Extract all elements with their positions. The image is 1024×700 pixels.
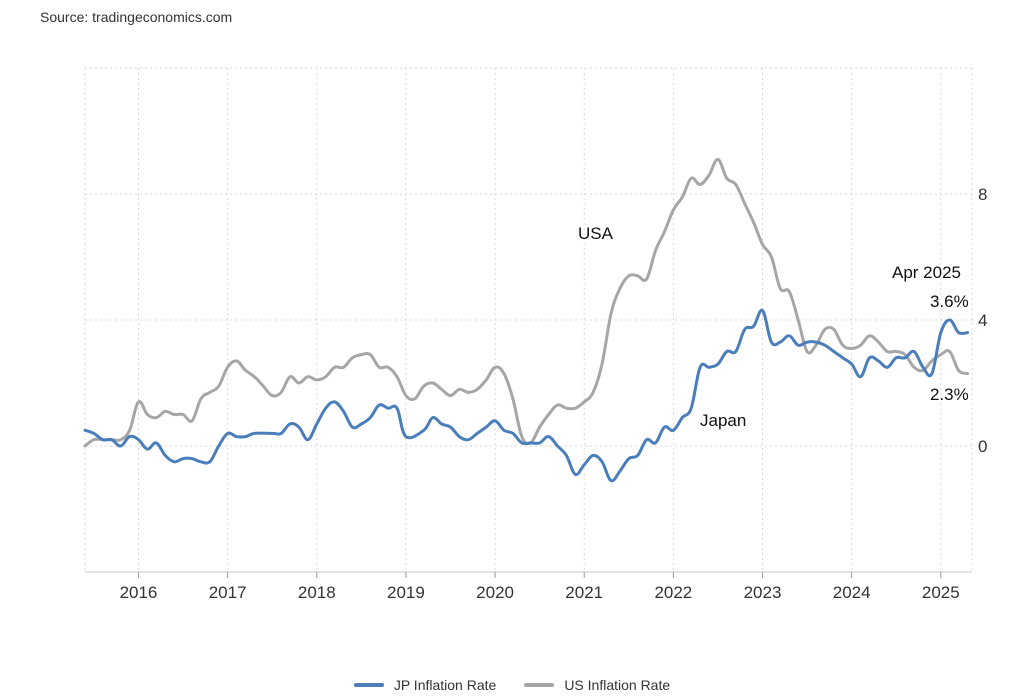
- x-tick-label: 2016: [120, 583, 158, 602]
- x-tick-label: 2025: [922, 583, 960, 602]
- legend-swatch-jp: [353, 683, 384, 687]
- y-tick-label: 0: [978, 437, 987, 456]
- axis-ticks: 2016 2017 2018 2019 2020 2021 2022 2023 2024 2025…: [120, 185, 988, 602]
- x-tick-label: 2021: [565, 583, 603, 602]
- legend-label-us: US Inflation Rate: [564, 677, 671, 693]
- source-note: Source: tradingeconomics.com: [40, 9, 233, 25]
- x-tick-label: 2017: [209, 583, 247, 602]
- legend-item-jp[interactable]: JP Inflation Rate: [353, 677, 497, 693]
- usa-label: USA: [578, 224, 614, 243]
- japan-label: Japan: [700, 411, 746, 430]
- line-chart: 2016 2017 2018 2019 2020 2021 2022 2023 2024 2025…: [83, 67, 988, 602]
- y-tick-label: 8: [978, 185, 987, 204]
- jp-last-value-label: 3.6%: [930, 292, 969, 311]
- x-tick-label: 2024: [833, 583, 871, 602]
- us-last-value-label: 2.3%: [930, 385, 969, 404]
- date-label: Apr 2025: [892, 263, 961, 282]
- y-tick-label: 4: [978, 311, 987, 330]
- jp-inflation-line[interactable]: [83, 308, 969, 483]
- x-tick-label: 2022: [654, 583, 692, 602]
- x-tick-label: 2018: [298, 583, 336, 602]
- legend-label-jp: JP Inflation Rate: [393, 677, 497, 693]
- legend-swatch-us: [524, 683, 555, 687]
- x-tick-label: 2020: [476, 583, 514, 602]
- us-inflation-line[interactable]: [83, 157, 969, 448]
- legend: JP Inflation Rate US Inflation Rate: [0, 677, 1024, 693]
- x-tick-label: 2019: [387, 583, 425, 602]
- chart-annotations: USA Japan Apr 2025 3.6% 2.3%: [578, 224, 969, 430]
- legend-item-us[interactable]: US Inflation Rate: [524, 677, 670, 693]
- x-tick-label: 2023: [744, 583, 782, 602]
- series-lines: [83, 157, 969, 483]
- grid-lines: [84, 67, 973, 573]
